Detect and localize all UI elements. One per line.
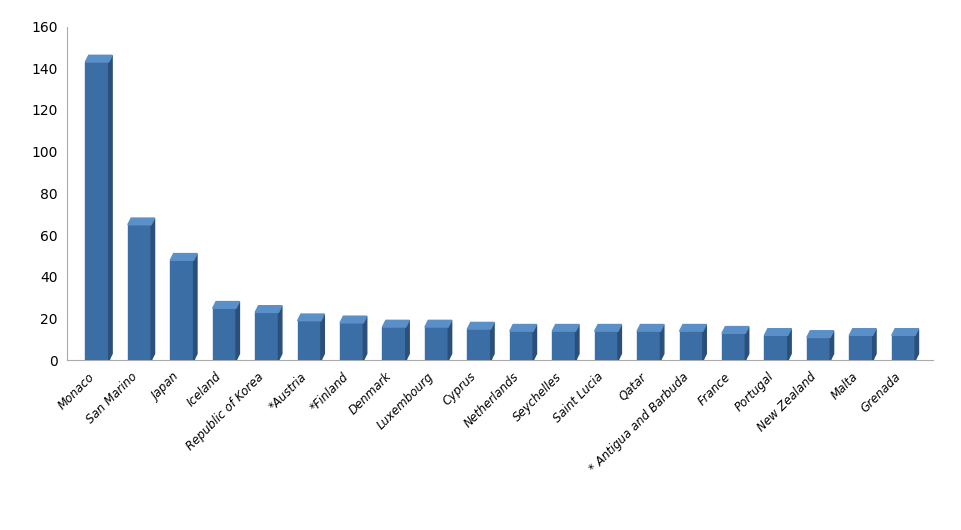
Polygon shape	[764, 329, 790, 335]
Bar	[764, 335, 787, 360]
Polygon shape	[448, 320, 451, 360]
Bar	[382, 327, 406, 360]
Polygon shape	[702, 324, 705, 360]
Polygon shape	[406, 320, 408, 360]
Polygon shape	[109, 55, 112, 360]
Polygon shape	[86, 55, 112, 62]
Polygon shape	[849, 329, 875, 335]
Polygon shape	[722, 326, 748, 333]
Bar	[849, 335, 872, 360]
Polygon shape	[212, 302, 239, 308]
Polygon shape	[255, 306, 282, 312]
Polygon shape	[872, 329, 875, 360]
Polygon shape	[151, 218, 155, 360]
Polygon shape	[891, 329, 918, 335]
Polygon shape	[170, 253, 197, 260]
Polygon shape	[745, 326, 748, 360]
Polygon shape	[490, 322, 494, 360]
Polygon shape	[660, 324, 663, 360]
Polygon shape	[575, 324, 579, 360]
Bar	[170, 260, 193, 360]
Polygon shape	[467, 322, 494, 329]
Polygon shape	[787, 329, 790, 360]
Bar	[722, 333, 745, 360]
Polygon shape	[297, 314, 324, 321]
Bar	[891, 335, 914, 360]
Bar	[467, 329, 490, 360]
Polygon shape	[806, 331, 833, 338]
Bar	[636, 331, 660, 360]
Polygon shape	[678, 324, 705, 331]
Bar	[425, 327, 448, 360]
Polygon shape	[617, 324, 621, 360]
Polygon shape	[914, 329, 918, 360]
Polygon shape	[128, 218, 155, 225]
Polygon shape	[594, 324, 621, 331]
Polygon shape	[363, 316, 366, 360]
Polygon shape	[636, 324, 663, 331]
Polygon shape	[193, 253, 197, 360]
Polygon shape	[552, 324, 579, 331]
Bar	[212, 308, 235, 360]
Bar	[255, 312, 278, 360]
Bar	[297, 321, 321, 360]
Bar	[552, 331, 575, 360]
Bar	[339, 323, 363, 360]
Bar	[509, 331, 532, 360]
Bar	[678, 331, 702, 360]
Polygon shape	[339, 316, 366, 323]
Polygon shape	[382, 320, 408, 327]
Polygon shape	[532, 324, 536, 360]
Polygon shape	[829, 331, 833, 360]
Bar	[86, 62, 109, 360]
Polygon shape	[278, 306, 282, 360]
Polygon shape	[235, 302, 239, 360]
Bar	[128, 225, 151, 360]
Polygon shape	[509, 324, 536, 331]
Polygon shape	[425, 320, 451, 327]
Bar	[594, 331, 617, 360]
Bar	[806, 338, 829, 360]
Polygon shape	[321, 314, 324, 360]
